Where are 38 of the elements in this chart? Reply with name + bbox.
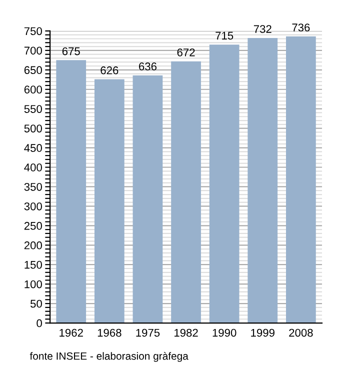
y-tick-label: 450	[24, 144, 42, 152]
x-tick-label: 1975	[136, 328, 160, 337]
y-tick-label: 500	[24, 124, 42, 132]
y-tick-label: 0	[36, 319, 42, 328]
y-tick-label: 100	[24, 280, 42, 288]
y-tick-label: 700	[24, 46, 42, 55]
x-tick-label: 1999	[251, 328, 274, 337]
data-label: 715	[216, 32, 234, 40]
x-tick-label: 1982	[174, 328, 198, 337]
bar	[94, 79, 124, 324]
x-tick-label: 1962	[60, 328, 83, 337]
bar	[286, 36, 316, 324]
y-tick-label: 650	[24, 66, 42, 74]
y-tick-label: 300	[24, 202, 42, 210]
x-tick-label: 1968	[98, 328, 122, 337]
y-tick-label: 50	[30, 300, 42, 308]
y-tick-label: 200	[24, 241, 42, 250]
x-tick-label: 2008	[289, 328, 313, 337]
data-label: 675	[62, 47, 80, 56]
data-label: 626	[100, 66, 118, 74]
bar	[209, 44, 240, 324]
y-tick-label: 400	[24, 164, 42, 172]
y-tick-label: 350	[24, 182, 42, 191]
bar	[248, 38, 278, 324]
y-tick-label: 250	[24, 222, 42, 230]
bar	[56, 60, 86, 324]
y-tick-label: 600	[24, 86, 42, 94]
source-note: fonte INSEE - elaborasion gràfega	[30, 352, 188, 362]
data-label: 732	[254, 25, 272, 33]
data-label: 672	[177, 48, 195, 56]
data-label: 636	[139, 62, 157, 70]
x-tick-label: 1990	[212, 328, 236, 337]
y-tick-label: 750	[24, 27, 42, 36]
y-tick-label: 550	[24, 105, 42, 113]
bar	[171, 61, 201, 324]
y-tick-label: 150	[24, 260, 42, 269]
data-label: 736	[292, 24, 310, 32]
bar	[132, 75, 163, 324]
